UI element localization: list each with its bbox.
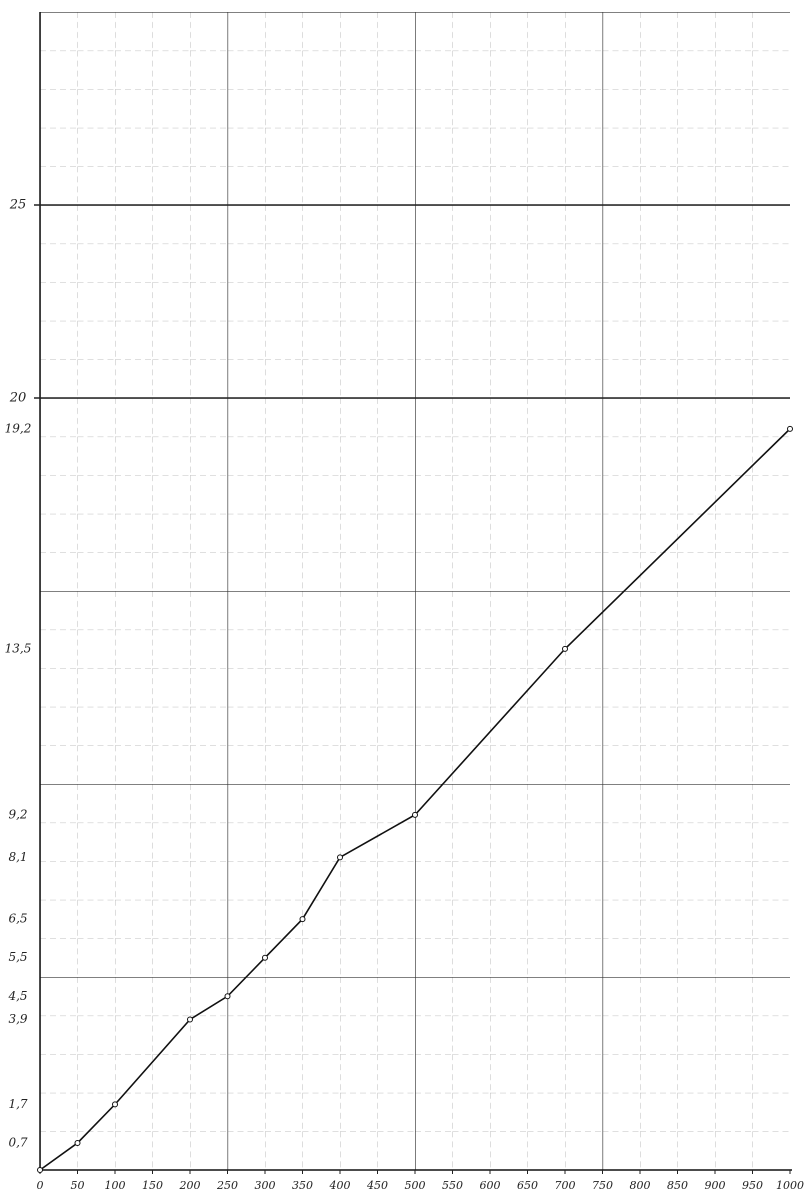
x-tick-label: 100: [105, 1179, 126, 1192]
value-label: 9,2: [8, 807, 27, 821]
x-tick-label: 1000: [776, 1179, 804, 1192]
x-tick-label: 450: [366, 1179, 388, 1192]
x-tick-label: 200: [179, 1179, 201, 1192]
data-point: [262, 954, 268, 961]
value-label: 13,5: [5, 641, 32, 655]
x-tick-label: 650: [517, 1179, 538, 1192]
x-tick-label: 250: [216, 1179, 238, 1192]
x-tick-label: 800: [630, 1179, 651, 1192]
value-label: 8,1: [8, 850, 27, 864]
value-label: 19,2: [5, 421, 32, 435]
data-point: [412, 811, 418, 818]
x-tick-label: 350: [292, 1179, 313, 1192]
data-point: [562, 645, 568, 652]
data-point: [74, 1139, 81, 1146]
data-point: [299, 916, 306, 923]
value-label: 1,7: [8, 1097, 27, 1111]
graph-paper-major: [40, 12, 790, 1170]
value-label: 3,9: [8, 1012, 27, 1026]
value-label: 5,5: [8, 950, 27, 964]
x-tick-label: 950: [742, 1179, 763, 1192]
data-point: [787, 425, 793, 432]
value-label: 0,7: [8, 1135, 27, 1149]
data-point: [37, 1167, 43, 1173]
x-tick-label: 600: [480, 1179, 501, 1192]
x-tick-label: 0: [37, 1179, 44, 1192]
x-tick-label: 400: [329, 1179, 351, 1192]
x-tick-label: 300: [255, 1179, 276, 1192]
x-tick-label: 850: [667, 1179, 688, 1192]
x-tick-label: 50: [71, 1179, 85, 1192]
data-point: [224, 993, 231, 1000]
x-tick-label: 900: [705, 1179, 726, 1192]
x-tick-label: 750: [592, 1179, 613, 1192]
x-tick-label: 150: [142, 1179, 163, 1192]
data-point: [112, 1101, 118, 1108]
y-tick-label: 25: [9, 198, 27, 213]
x-tick-label: 700: [555, 1179, 576, 1192]
data-point: [337, 854, 343, 861]
value-label: 6,5: [8, 912, 27, 926]
x-tick-label: 500: [405, 1179, 426, 1192]
value-label: 4,5: [7, 989, 27, 1003]
data-point: [187, 1016, 193, 1023]
y-tick-label: 20: [9, 391, 27, 406]
x-tick-label: 550: [442, 1179, 463, 1192]
